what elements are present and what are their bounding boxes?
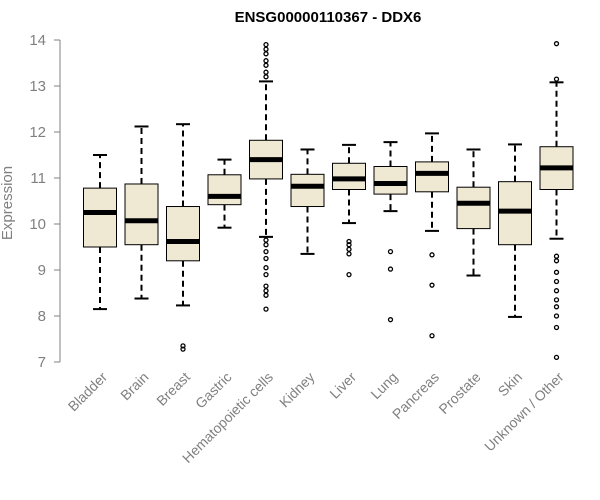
outlier-point — [346, 238, 352, 245]
outlier-point — [346, 251, 352, 257]
iqr-box — [207, 174, 242, 206]
outlier-point — [263, 288, 269, 294]
outlier-point — [553, 288, 560, 294]
iqr-box — [332, 162, 366, 190]
outlier-point — [553, 324, 560, 331]
y-tick-label: 14 — [29, 32, 46, 49]
outlier-point — [387, 248, 394, 255]
outlier-point — [263, 58, 269, 64]
x-tick-label: Unknown / Other — [481, 369, 567, 455]
x-tick-label: Brain — [117, 369, 151, 403]
box-pancreas — [415, 132, 449, 339]
y-tick-label: 13 — [29, 78, 46, 95]
iqr-box — [373, 166, 408, 195]
y-axis-label-group: Expression — [0, 166, 16, 240]
x-tick-label: Liver — [326, 369, 359, 402]
outlier-point — [553, 253, 560, 259]
outlier-point — [263, 242, 269, 248]
box-prostate — [456, 148, 491, 277]
outlier-point — [553, 304, 560, 310]
iqr-box — [124, 183, 159, 246]
chart-title: ENSG00000110367 - DDX6 — [235, 9, 422, 26]
outlier-point — [553, 354, 560, 361]
y-tick-label: 11 — [30, 170, 46, 187]
outlier-point — [553, 269, 560, 275]
outlier-point — [346, 246, 352, 252]
outlier-point — [263, 255, 269, 262]
outlier-point — [553, 297, 560, 303]
x-tick-label: Lung — [367, 369, 400, 402]
box-liver — [332, 143, 366, 278]
iqr-box — [83, 187, 117, 248]
x-tick-label: Kidney — [276, 369, 318, 411]
outlier-point — [346, 242, 352, 248]
outlier-point — [180, 346, 186, 352]
outlier-point — [263, 306, 269, 312]
x-tick-label: Bladder — [65, 369, 111, 415]
box-breast — [166, 123, 200, 352]
outlier-point — [387, 317, 394, 323]
outlier-point — [263, 74, 269, 80]
y-axis-label: Expression — [0, 166, 16, 240]
outlier-point — [263, 248, 269, 255]
box-skin — [498, 143, 532, 318]
x-tick-label: Prostate — [435, 369, 483, 417]
outlier-point — [263, 46, 269, 52]
outlier-point — [553, 41, 560, 47]
outlier-point — [180, 343, 186, 349]
iqr-box — [415, 161, 449, 193]
box-lung — [373, 141, 408, 323]
box-hematopoietic-cells — [249, 41, 283, 312]
outlier-point — [553, 76, 560, 82]
outlier-point — [263, 69, 269, 75]
boxes-group — [83, 41, 574, 361]
outlier-point — [553, 313, 560, 319]
y-tick-label: 9 — [38, 262, 46, 279]
iqr-box — [456, 186, 491, 230]
box-unknown-other — [539, 41, 574, 361]
outlier-point — [553, 258, 560, 264]
outlier-point — [263, 237, 269, 243]
x-tick-label: Breast — [153, 369, 193, 409]
outlier-point — [429, 333, 435, 339]
outlier-point — [263, 283, 269, 289]
outlier-point — [429, 282, 435, 288]
outlier-point — [553, 278, 560, 285]
iqr-box — [290, 173, 325, 208]
outlier-point — [263, 271, 269, 278]
x-tick-label: Skin — [495, 369, 526, 400]
y-tick-label: 10 — [29, 216, 46, 233]
y-tick-label: 7 — [38, 354, 46, 371]
outlier-point — [263, 62, 269, 68]
outlier-point — [263, 265, 269, 271]
iqr-box — [166, 206, 200, 262]
outlier-point — [346, 271, 352, 278]
y-tick-label: 8 — [38, 308, 46, 325]
box-gastric — [207, 158, 242, 229]
outlier-point — [429, 252, 435, 258]
outlier-point — [263, 51, 269, 57]
outlier-point — [387, 266, 394, 272]
outlier-point — [263, 41, 269, 48]
outlier-point — [263, 292, 269, 298]
y-tick-label: 12 — [29, 124, 46, 141]
box-bladder — [83, 154, 117, 311]
y-axis: 7 8 9 10 11 12 13 14 — [29, 32, 61, 371]
box-kidney — [290, 148, 325, 255]
box-brain — [124, 125, 159, 300]
